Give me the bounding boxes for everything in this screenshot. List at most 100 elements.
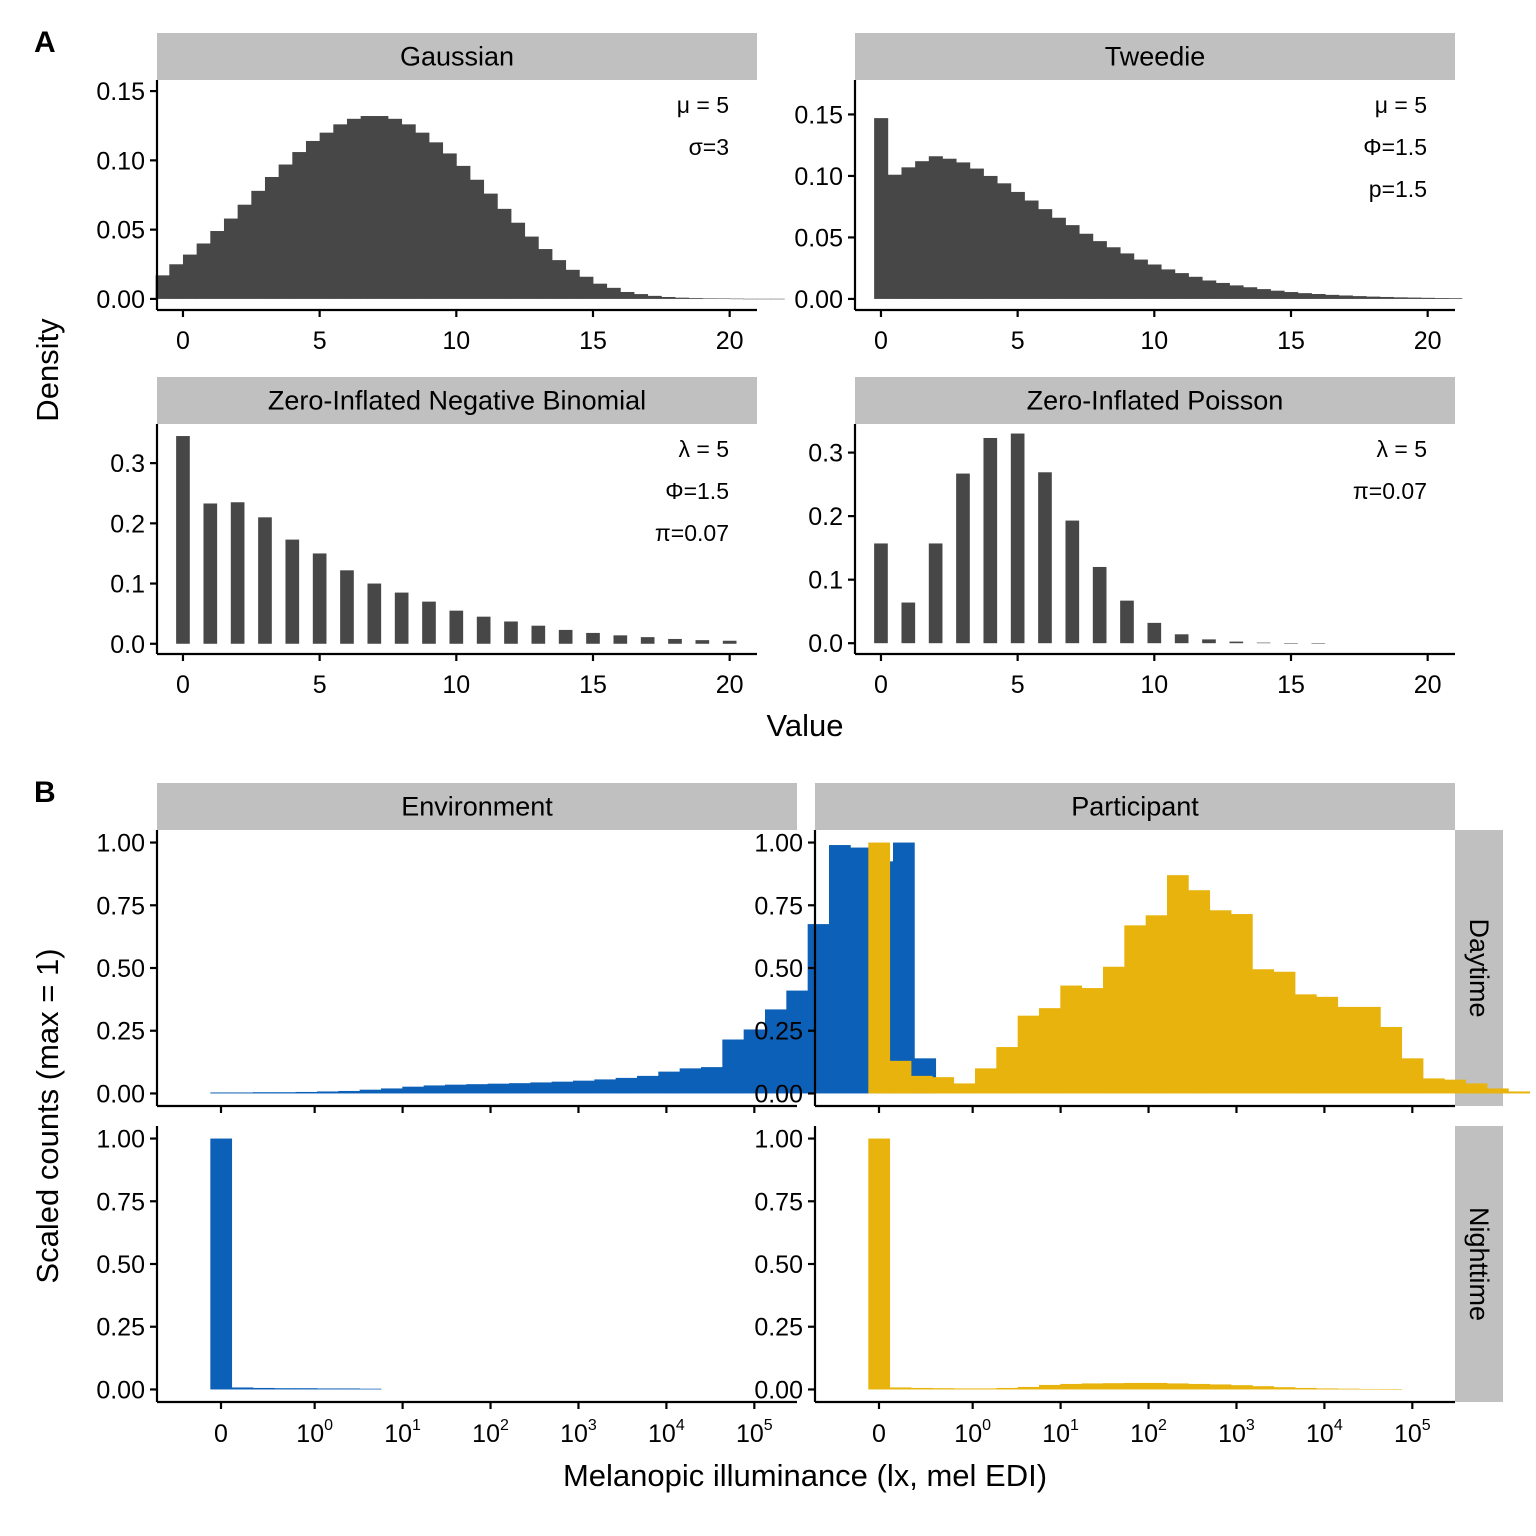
x-tick-label: 101 (1042, 1417, 1079, 1448)
bar (765, 1009, 787, 1094)
bar (1337, 1388, 1360, 1390)
bar (615, 1077, 638, 1094)
bar (359, 1089, 382, 1094)
panel-environment-nighttime: 0.00 0.25 0.50 0.75 1.00 0 100 101 102 103 104 105 (96, 1126, 797, 1448)
bar (442, 153, 457, 299)
facet-strip (855, 377, 1455, 424)
bar (1401, 1058, 1424, 1094)
bar (274, 1388, 297, 1390)
bar (996, 1047, 1019, 1094)
x-tick-label: 5 (313, 327, 327, 355)
x-tick-label: 0 (214, 1420, 228, 1448)
bar (317, 1388, 339, 1390)
bar (722, 640, 737, 644)
bar (466, 1084, 489, 1094)
bar (251, 190, 266, 299)
x-tick-label: 5 (313, 671, 327, 699)
bar (1284, 643, 1298, 644)
bar (278, 164, 293, 299)
annotation: Φ=1.5 (665, 478, 729, 504)
bars (868, 1138, 1403, 1390)
facet-strip (855, 33, 1455, 80)
x-tick-label: 10 (1140, 671, 1168, 699)
bar (932, 1388, 955, 1390)
bar (722, 1039, 745, 1094)
panel-zero-inflated-poisson: Zero-Inflated Poisson 0.0 0.1 0.2 0.3 0 5 10 15 2… (808, 377, 1455, 699)
annotation: p=1.5 (1369, 176, 1427, 202)
bar (893, 842, 915, 1094)
bars (868, 842, 1531, 1094)
bar (360, 116, 375, 299)
bar (285, 539, 300, 644)
bar (786, 990, 809, 1094)
y-tick-label: 0.75 (754, 892, 803, 920)
bar (1243, 287, 1258, 299)
bar (975, 1388, 997, 1390)
bar (573, 1080, 595, 1094)
y-tick-label: 0.3 (110, 450, 145, 478)
bar (338, 1090, 361, 1094)
bar (1297, 293, 1312, 299)
facet-strip (157, 783, 797, 830)
bar (1188, 890, 1211, 1094)
bar (661, 296, 676, 299)
x-tick-label: 20 (1414, 671, 1442, 699)
annotation: μ = 5 (677, 92, 729, 118)
bar (983, 437, 998, 644)
bar (1311, 294, 1326, 299)
bar (887, 174, 902, 299)
bar (658, 1071, 681, 1094)
bar (1133, 259, 1148, 299)
bar (169, 264, 184, 299)
x-tick-label: 5 (1011, 671, 1025, 699)
y-tick-label: 0.50 (96, 955, 145, 983)
bar (620, 291, 635, 299)
bar (551, 260, 567, 299)
y-tick-label: 0.75 (754, 1188, 803, 1216)
bar (333, 124, 348, 299)
bar (1124, 1382, 1147, 1390)
bar (1295, 994, 1317, 1094)
bar (1359, 1388, 1381, 1390)
x-tick-label: 5 (1011, 327, 1025, 355)
facet-strip (815, 783, 1455, 830)
bar (1103, 966, 1125, 1094)
bar (231, 1092, 254, 1094)
y-tick-label: 0.00 (794, 286, 843, 314)
annotation: μ = 5 (1375, 92, 1427, 118)
a-x-axis-title: Value (767, 708, 844, 743)
bar (1270, 290, 1285, 299)
bar (1092, 241, 1107, 299)
bar (510, 222, 526, 299)
bar (483, 193, 498, 299)
bar (1060, 1383, 1083, 1390)
bars (210, 1138, 382, 1390)
bar (640, 637, 655, 644)
bar (1316, 1388, 1339, 1390)
x-tick-label: 0 (176, 671, 190, 699)
y-tick-label: 0.50 (754, 955, 803, 983)
bar (1231, 914, 1253, 1094)
bar (1337, 1006, 1360, 1094)
panel-participant-daytime: Participant Daytime 0.00 0.25 0.50 0.75 1.00 (754, 783, 1531, 1113)
y-tick-label: 0.10 (794, 163, 843, 191)
bar (911, 1075, 933, 1094)
bar (1081, 1383, 1104, 1390)
x-tick-label: 15 (579, 671, 607, 699)
y-tick-label: 1.00 (96, 830, 145, 858)
bar (374, 116, 389, 299)
bar (1311, 643, 1326, 644)
bar (530, 1082, 553, 1094)
annotation: σ=3 (689, 134, 729, 160)
bar (1359, 1006, 1381, 1094)
bar (1338, 295, 1353, 299)
bar (1120, 600, 1134, 644)
bar (901, 602, 916, 644)
bar (504, 621, 518, 644)
bar (1039, 1384, 1061, 1390)
bar (1202, 280, 1217, 299)
bar (1508, 1091, 1531, 1094)
bar (1229, 641, 1244, 644)
x-tick-label: 15 (1277, 671, 1305, 699)
bar (1120, 253, 1135, 299)
